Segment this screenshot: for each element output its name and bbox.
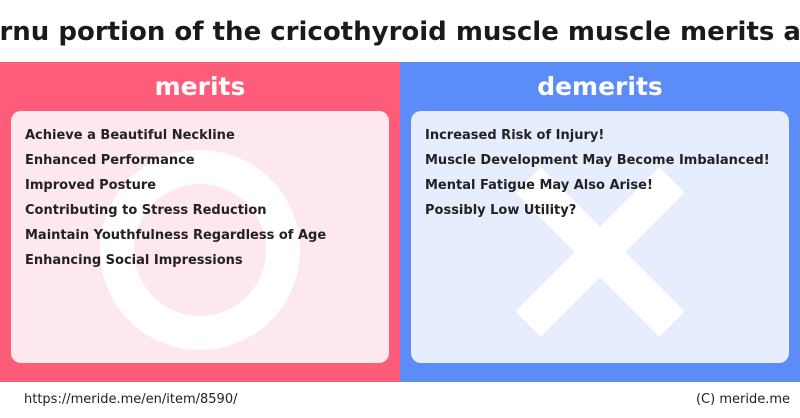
- demerit-item: Muscle Development May Become Imbalanced…: [425, 153, 770, 168]
- merits-card: Achieve a Beautiful Neckline Enhanced Pe…: [11, 111, 389, 363]
- merit-item: Enhancing Social Impressions: [25, 253, 243, 268]
- merit-item: Maintain Youthfulness Regardless of Age: [25, 228, 327, 243]
- merit-item: Contributing to Stress Reduction: [25, 203, 267, 218]
- page-title: Posterior cornu portion of the cricothyr…: [0, 17, 800, 47]
- cross-mark-icon: [515, 167, 685, 337]
- demerits-list: Increased Risk of Injury! Muscle Develop…: [425, 123, 770, 223]
- demerits-card: Increased Risk of Injury! Muscle Develop…: [411, 111, 789, 363]
- merit-item: Improved Posture: [25, 178, 157, 193]
- merit-item: Enhanced Performance: [25, 153, 195, 168]
- merits-heading: merits: [154, 72, 246, 101]
- footer: https://meride.me/en/item/8590/ (C) meri…: [0, 382, 800, 418]
- demerit-item: Increased Risk of Injury!: [425, 128, 605, 143]
- demerit-item: Possibly Low Utility?: [425, 203, 577, 218]
- demerits-panel: demerits Increased Risk of Injury! Muscl…: [400, 62, 800, 382]
- copyright-text: (C) meride.me: [695, 392, 790, 407]
- source-url: https://meride.me/en/item/8590/: [24, 392, 238, 407]
- circle-mark-icon: [100, 150, 300, 350]
- merit-item: Achieve a Beautiful Neckline: [25, 128, 235, 143]
- title-bar: Posterior cornu portion of the cricothyr…: [0, 0, 800, 62]
- merits-panel: merits Achieve a Beautiful Neckline Enha…: [0, 62, 400, 382]
- merits-list: Achieve a Beautiful Neckline Enhanced Pe…: [25, 123, 326, 273]
- demerit-item: Mental Fatigue May Also Arise!: [425, 178, 653, 193]
- demerits-heading: demerits: [537, 72, 663, 101]
